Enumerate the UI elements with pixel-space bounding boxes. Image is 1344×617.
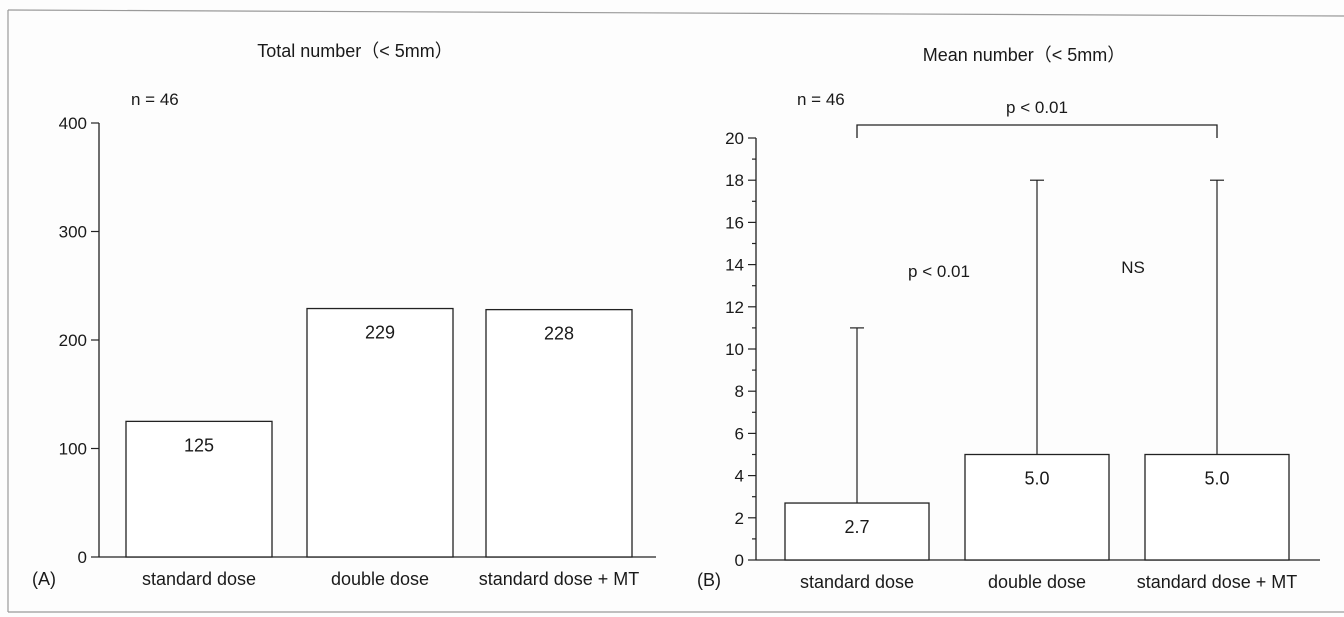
panel-b-n-label: n = 46	[797, 90, 845, 109]
panel-a-y-tick-label: 300	[59, 223, 87, 242]
panel-a-category-label: double dose	[331, 569, 429, 589]
panel-b-y-tick-label: 0	[735, 551, 744, 570]
panel-b-y-tick-label: 12	[725, 298, 744, 317]
panel-a-y-tick-label: 400	[59, 114, 87, 133]
panel-a-category-label: standard dose + MT	[479, 569, 640, 589]
panel-a-bar-value-label: 228	[544, 324, 574, 344]
panel-a-y-tick-label: 100	[59, 440, 87, 459]
panel-a-title: Total number（< 5mm）	[257, 41, 453, 61]
panel-a-panel-label: (A)	[32, 569, 56, 589]
frame-top-border	[7, 9, 1344, 17]
panel-a-bar	[485, 308, 633, 558]
panel-b-bar-value-label: 5.0	[1024, 469, 1049, 489]
panel-b-bar	[784, 502, 930, 561]
panel-a-bar-value-label: 229	[365, 323, 395, 343]
panel-a-chart: 0 100 200 300 400 125 standard dose 229 double d…	[59, 114, 656, 589]
panel-a-bar	[306, 307, 454, 558]
panel-a-bar-value-label: 125	[184, 435, 214, 455]
pair1-p-value-label: p < 0.01	[908, 262, 970, 281]
panel-b-category-label: double dose	[988, 572, 1086, 592]
panel-a-category-label: standard dose	[142, 569, 256, 589]
panel-b-bar	[964, 453, 1110, 561]
panel-b-y-tick-label: 10	[725, 340, 744, 359]
pair2-ns-label: NS	[1121, 258, 1145, 277]
panel-b-y-tick-label: 8	[735, 382, 744, 401]
panel-a-y-tick-label: 0	[78, 548, 87, 567]
panel-b-y-tick-label: 20	[725, 129, 744, 148]
panel-a-n-label: n = 46	[131, 90, 179, 109]
panel-b-category-label: standard dose + MT	[1137, 572, 1298, 592]
panel-b-y-tick-label: 16	[725, 213, 744, 232]
panel-b-y-tick-label: 6	[735, 424, 744, 443]
panel-b-y-tick-label: 14	[725, 256, 744, 275]
panel-b-chart: 0 2 4 6 8 10 12 14 16 18 20 2.7 standard dose 5.0 doub…	[725, 124, 1320, 592]
significance-bracket	[856, 124, 1218, 138]
panel-b-title: Mean number（< 5mm）	[923, 45, 1126, 65]
bracket-p-value-label: p < 0.01	[1006, 98, 1068, 117]
panel-b-category-label: standard dose	[800, 572, 914, 592]
panel-b-y-tick-label: 18	[725, 171, 744, 190]
panel-b-y-tick-label: 4	[735, 467, 744, 486]
panel-a-y-tick-label: 200	[59, 331, 87, 350]
panel-b-panel-label: (B)	[697, 570, 721, 590]
panel-b-y-tick-label: 2	[735, 509, 744, 528]
panel-b-bar-value-label: 5.0	[1204, 469, 1229, 489]
panel-b-bar-value-label: 2.7	[844, 517, 869, 537]
panel-a-bar	[125, 420, 273, 558]
panel-b-bar	[1144, 453, 1290, 561]
